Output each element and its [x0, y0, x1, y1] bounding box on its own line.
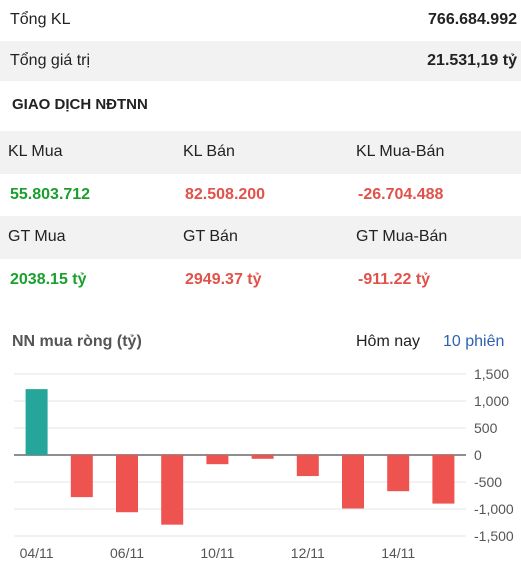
- x-tick-label: 12/11: [291, 545, 325, 561]
- gt-net-value: -911.22 tỷ: [358, 271, 431, 288]
- total-value-label: Tổng giá trị: [10, 52, 91, 69]
- bar-14/11: [387, 455, 410, 492]
- bar-11/11: [251, 455, 274, 459]
- kl-label-row: [0, 131, 521, 174]
- gt-buy-label: GT Mua: [8, 228, 66, 245]
- y-tick-label: -1,500: [474, 528, 514, 544]
- y-tick-label: -1,000: [474, 501, 514, 517]
- bar-04/11: [25, 389, 48, 455]
- tab-today[interactable]: Hôm nay: [356, 333, 421, 350]
- bar-12/11: [296, 455, 319, 477]
- y-tick-label: 1,500: [474, 366, 509, 382]
- bar-07/11: [161, 455, 184, 525]
- bar-10/11: [206, 455, 229, 465]
- total-value-row: Tổng giá trị 21.531,19 tỷ: [0, 41, 521, 81]
- total-volume-value: 766.684.992: [428, 11, 517, 28]
- x-tick-label: 06/11: [110, 545, 144, 561]
- bar-17/11: [432, 455, 455, 504]
- kl-buy-value: 55.803.712: [10, 186, 91, 203]
- x-tick-label: 10/11: [200, 545, 234, 561]
- gt-sell-value: 2949.37 tỷ: [185, 271, 262, 288]
- net-buy-bar-chart: 1,500 1,000 500 0 -500 -1,000 -1,500 04/11 06/1…: [14, 366, 514, 561]
- bar-05/11: [70, 455, 93, 498]
- gt-buy-value: 2038.15 tỷ: [10, 271, 87, 288]
- kl-net-label: KL Mua-Bán: [356, 143, 445, 160]
- bar-06/11: [116, 455, 138, 513]
- y-tick-label: -500: [474, 474, 502, 490]
- y-tick-label: 1,000: [474, 393, 509, 409]
- kl-sell-value: 82.508.200: [185, 186, 266, 203]
- gt-sell-label: GT Bán: [183, 228, 238, 245]
- total-value-value: 21.531,19 tỷ: [427, 52, 517, 69]
- x-tick-label: 14/11: [381, 545, 415, 561]
- foreign-trading-title: GIAO DỊCH NĐTNN: [12, 96, 148, 113]
- total-volume-label: Tổng KL: [10, 11, 71, 28]
- kl-sell-label: KL Bán: [183, 143, 235, 160]
- gt-net-label: GT Mua-Bán: [356, 228, 448, 245]
- x-tick-label: 04/11: [20, 545, 54, 561]
- total-volume-row: Tổng KL 766.684.992: [0, 0, 521, 40]
- bar-13/11: [342, 455, 364, 509]
- tab-10-sessions[interactable]: 10 phiên: [443, 333, 505, 350]
- y-tick-label: 0: [474, 447, 482, 463]
- y-tick-label: 500: [474, 420, 498, 436]
- net-buy-chart-title: NN mua ròng (tỷ): [12, 333, 142, 350]
- kl-net-value: -26.704.488: [358, 186, 444, 203]
- gt-label-row: [0, 216, 521, 259]
- kl-buy-label: KL Mua: [8, 143, 63, 160]
